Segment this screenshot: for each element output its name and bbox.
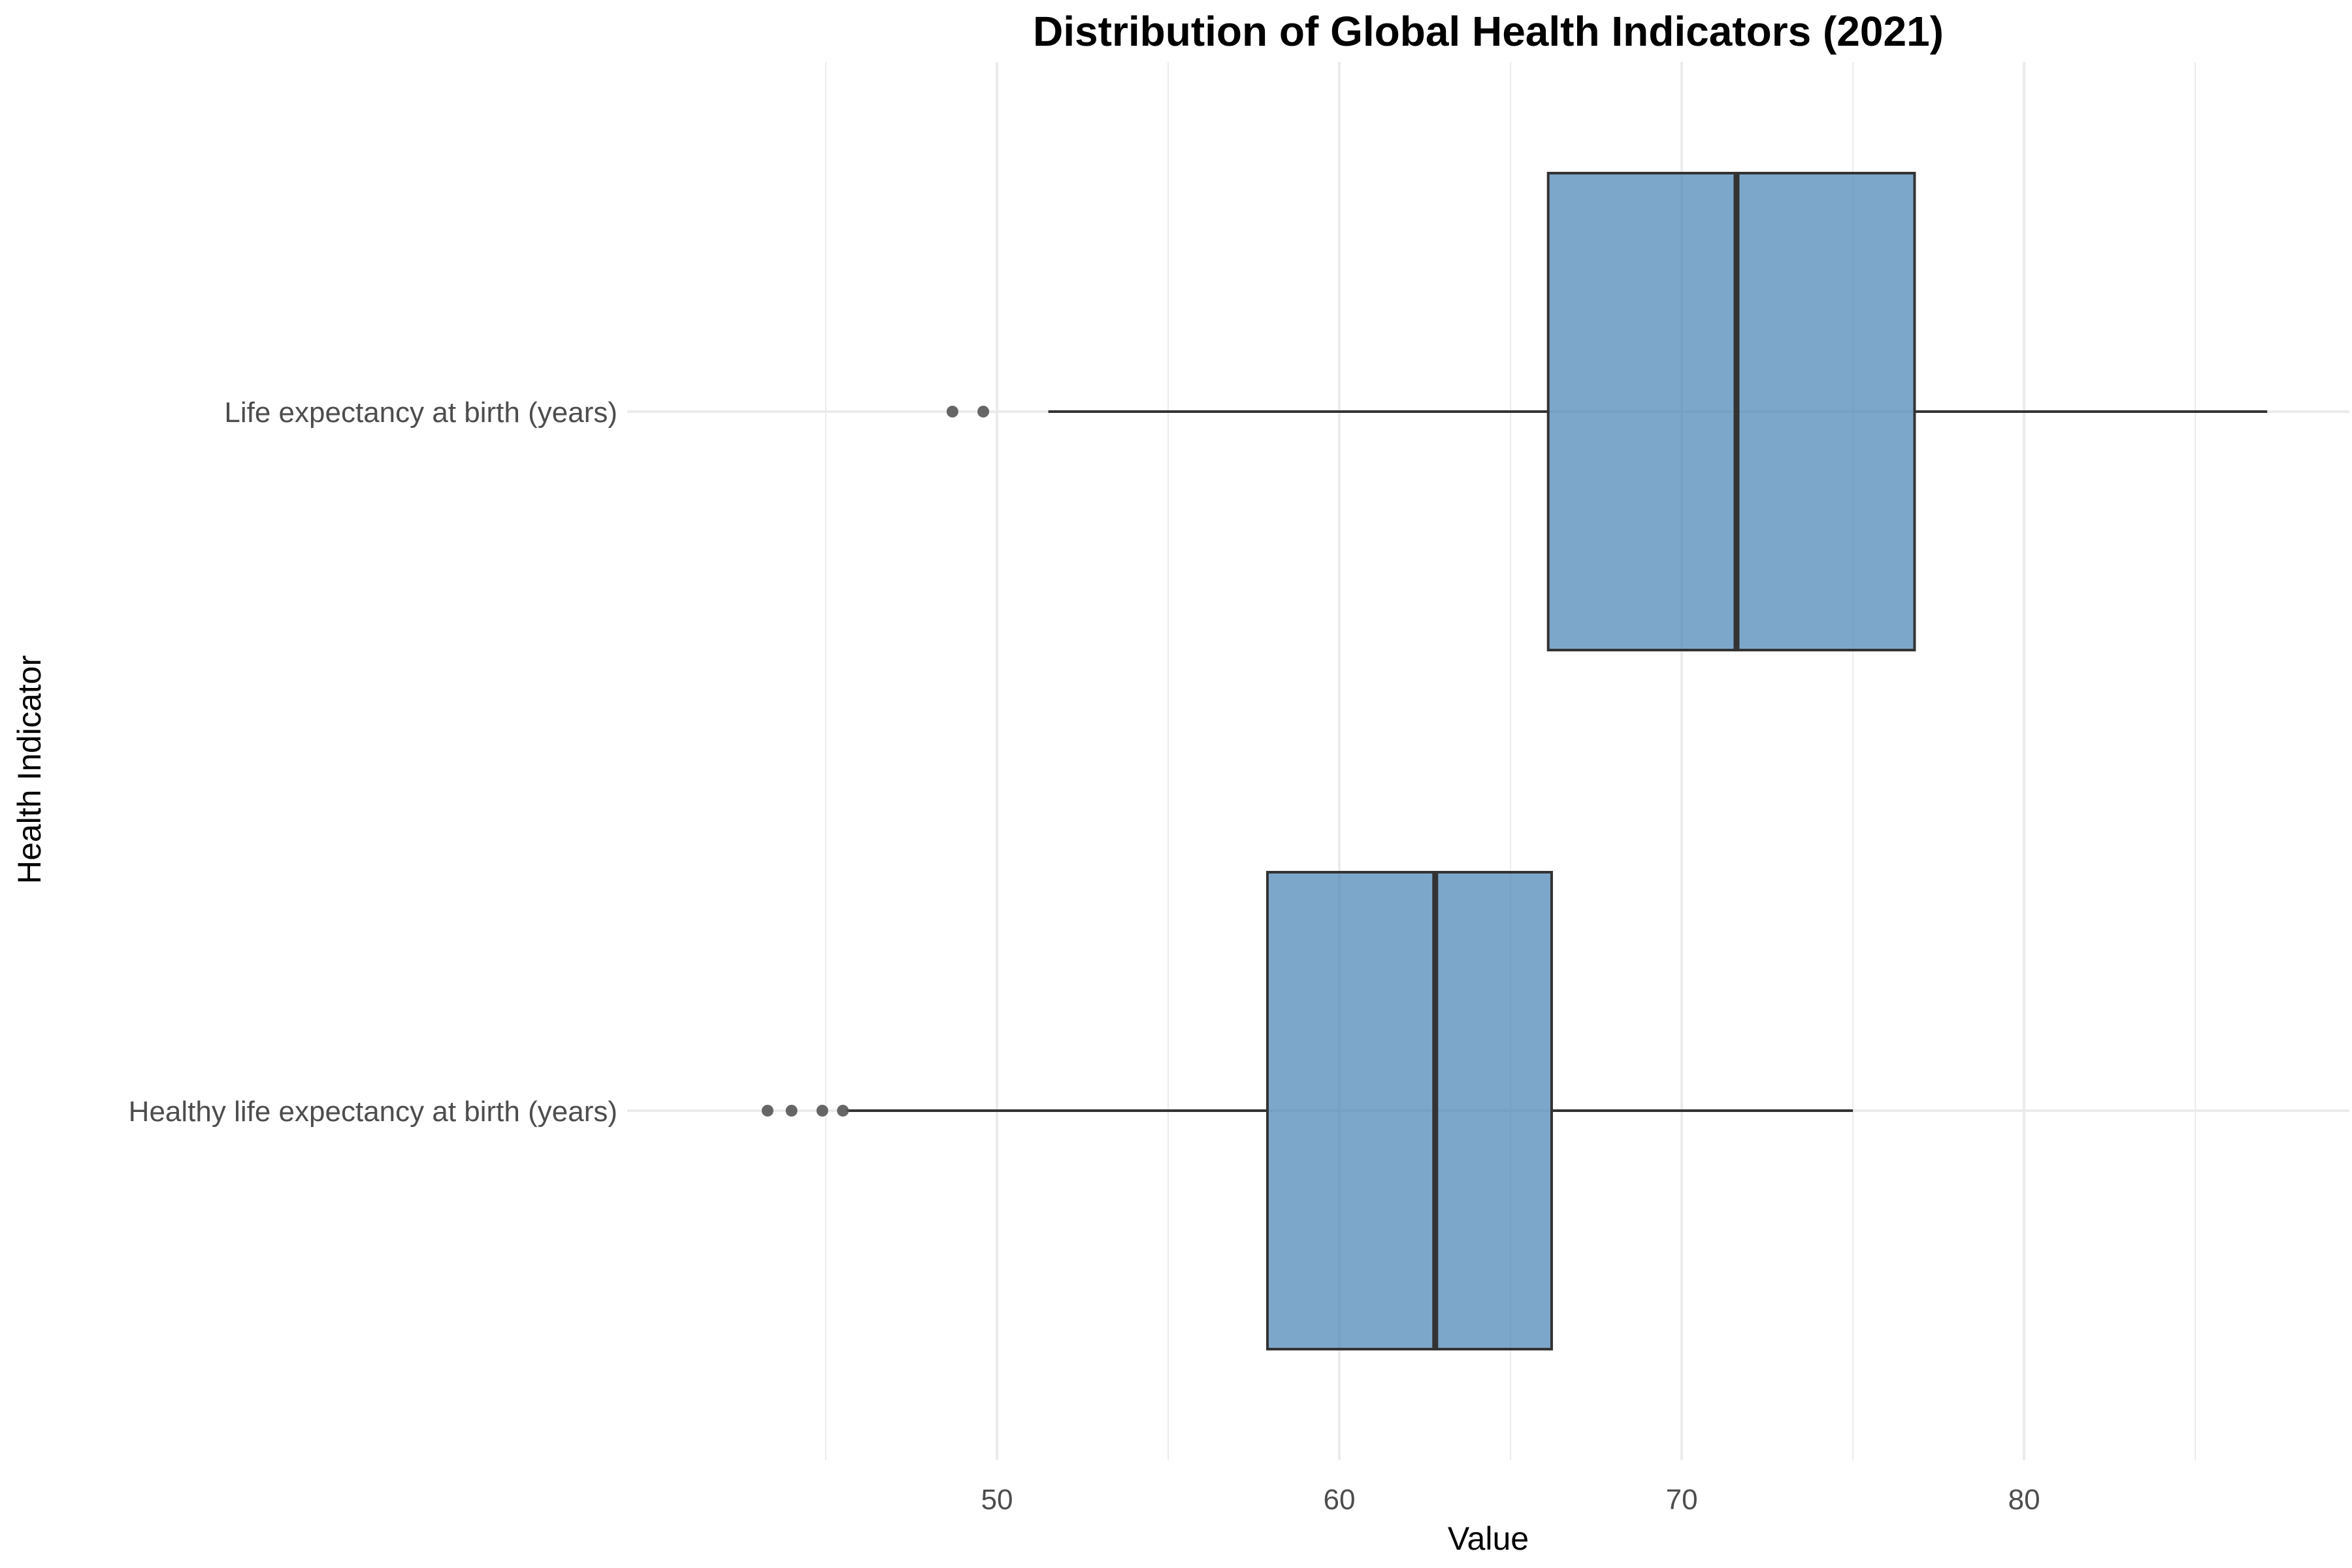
y-tick-label: Healthy life expectancy at birth (years) [129,1096,617,1128]
outlier-point [761,1105,774,1117]
outlier-point [977,406,990,417]
x-tick-label: 80 [2008,1484,2040,1516]
x-tick-label: 60 [1324,1484,1356,1516]
box-layer [761,172,2268,1350]
chart-title: Distribution of Global Health Indicators… [1033,8,1944,55]
label-layer: Distribution of Global Health Indicators… [11,8,2040,1557]
x-tick-label: 50 [981,1484,1013,1516]
x-tick-label: 70 [1666,1484,1698,1516]
y-axis-title: Health Indicator [11,655,48,884]
iqr-box [1546,172,1916,651]
y-tick-label: Life expectancy at birth (years) [224,397,617,429]
outlier-point [816,1105,828,1117]
x-axis-title: Value [1448,1520,1529,1557]
outlier-point [785,1105,798,1117]
outlier-point [837,1105,849,1117]
iqr-box [1266,871,1553,1350]
outlier-point [946,406,958,417]
